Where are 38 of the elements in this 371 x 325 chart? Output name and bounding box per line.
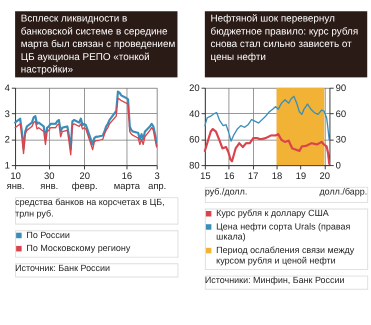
text: Источник: Банк России [15, 262, 110, 273]
legend-label: По Московскому региону [26, 243, 131, 254]
x-tick-label: 15 [200, 170, 211, 182]
y-tick-label: 2 [4, 134, 10, 146]
x-tick-label: 19 [296, 170, 306, 182]
y-tick-label: 40 [189, 108, 200, 120]
y-tick-label: 60 [189, 134, 200, 146]
line-series [14, 90, 158, 151]
y-tick-label: 4 [4, 83, 10, 94]
legend-label: По России [26, 230, 70, 240]
x-tick-label: 10 янв. [6, 170, 25, 192]
x-tick-label: 18 [272, 170, 282, 182]
y-tick-label: 20 [189, 83, 200, 94]
x-tick-label: 20 [320, 170, 330, 182]
x-tick-label: 16 [224, 170, 234, 182]
y2-tick-label: 90 [336, 83, 346, 94]
x-tick-label: 3 апр. [148, 170, 166, 192]
chart-title: Всплеск ликвидности в банковской системе в середине марта был связан с проведением ЦБ аукциона РЕПО «тонкой настройки» [20, 14, 176, 76]
y-tick-label: 80 [189, 160, 200, 172]
x-tick-label: 16 марта [114, 170, 141, 192]
chart-title: Нефтяной шок перевернул бюджетное правило: курс рубля снова стал сильно зависеть от цены нефти [210, 14, 358, 63]
y2-tick-label: 30 [336, 134, 346, 146]
text: руб./долл. [204, 186, 248, 196]
y-tick-label: 3 [4, 108, 10, 120]
x-tick-label: 30 янв. [40, 170, 58, 192]
y-tick-label: 1 [4, 160, 10, 172]
line-series [14, 97, 158, 156]
text: Источники: Минфин, Банк России [204, 275, 344, 286]
x-tick-label: 20 февр. [72, 170, 98, 192]
y2-tick-label: 0 [336, 160, 341, 172]
text: долл./барр. [319, 186, 368, 196]
legend-label: Цена нефти сорта Urals (правая шкала) [216, 221, 350, 242]
legend-label: Курс рубля к доллару США [216, 208, 329, 218]
line-series [204, 96, 330, 142]
legend-label: Период ослабления связи между курсом рубля и ценой нефти [216, 244, 355, 266]
text: средства банков на корсчетах в ЦБ, трлн руб. [15, 196, 165, 219]
y2-tick-label: 60 [336, 108, 346, 120]
x-tick-label: 17 [248, 170, 258, 182]
